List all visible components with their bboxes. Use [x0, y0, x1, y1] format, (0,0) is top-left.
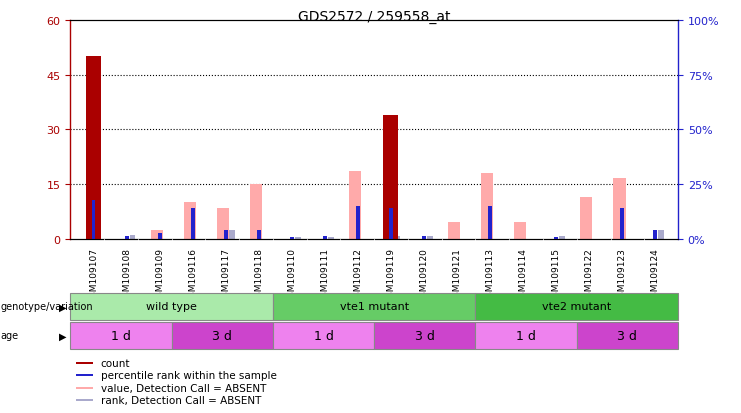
- Bar: [86, 57, 101, 240]
- Bar: [427, 236, 433, 240]
- Bar: [92, 200, 96, 240]
- Bar: [190, 209, 195, 240]
- Bar: [580, 198, 593, 240]
- Bar: [273, 293, 476, 320]
- Bar: [158, 233, 162, 240]
- Text: age: age: [1, 330, 19, 341]
- Bar: [481, 174, 494, 240]
- Text: 1 d: 1 d: [313, 329, 333, 342]
- Bar: [184, 202, 196, 240]
- Bar: [290, 237, 293, 240]
- Bar: [70, 293, 273, 320]
- Bar: [349, 172, 362, 240]
- Bar: [576, 322, 678, 349]
- Text: GDS2572 / 259558_at: GDS2572 / 259558_at: [298, 10, 451, 24]
- Bar: [389, 209, 393, 240]
- Text: 3 d: 3 d: [213, 329, 232, 342]
- Bar: [273, 322, 374, 349]
- Bar: [322, 236, 327, 240]
- Bar: [514, 222, 526, 240]
- Text: 3 d: 3 d: [617, 329, 637, 342]
- Bar: [172, 322, 273, 349]
- Bar: [356, 207, 359, 240]
- Bar: [70, 322, 172, 349]
- Bar: [295, 237, 301, 240]
- Text: vte1 mutant: vte1 mutant: [339, 301, 409, 312]
- Bar: [130, 235, 136, 240]
- Text: genotype/variation: genotype/variation: [1, 301, 93, 312]
- Bar: [150, 231, 163, 240]
- Bar: [488, 207, 492, 240]
- Bar: [328, 237, 333, 240]
- Text: vte2 mutant: vte2 mutant: [542, 301, 611, 312]
- Bar: [476, 322, 576, 349]
- Bar: [228, 231, 234, 240]
- Text: wild type: wild type: [146, 301, 197, 312]
- Bar: [613, 178, 625, 240]
- Text: percentile rank within the sample: percentile rank within the sample: [101, 370, 276, 380]
- Text: rank, Detection Call = ABSENT: rank, Detection Call = ABSENT: [101, 395, 261, 405]
- Bar: [658, 231, 664, 240]
- Text: ▶: ▶: [59, 301, 67, 312]
- Bar: [653, 231, 657, 240]
- Bar: [476, 293, 678, 320]
- Bar: [383, 116, 398, 240]
- Bar: [76, 374, 93, 377]
- Text: 1 d: 1 d: [111, 329, 131, 342]
- Bar: [76, 387, 93, 389]
- Bar: [393, 236, 399, 240]
- Bar: [448, 222, 460, 240]
- Bar: [124, 236, 128, 240]
- Text: 1 d: 1 d: [516, 329, 536, 342]
- Bar: [224, 231, 227, 240]
- Text: 3 d: 3 d: [415, 329, 435, 342]
- Bar: [216, 209, 229, 240]
- Text: ▶: ▶: [59, 330, 67, 341]
- Bar: [250, 185, 262, 240]
- Bar: [559, 236, 565, 240]
- Bar: [256, 231, 261, 240]
- Bar: [76, 362, 93, 364]
- Bar: [374, 322, 476, 349]
- Text: value, Detection Call = ABSENT: value, Detection Call = ABSENT: [101, 383, 266, 393]
- Bar: [76, 399, 93, 401]
- Bar: [620, 209, 624, 240]
- Bar: [554, 237, 558, 240]
- Text: count: count: [101, 358, 130, 368]
- Bar: [422, 236, 426, 240]
